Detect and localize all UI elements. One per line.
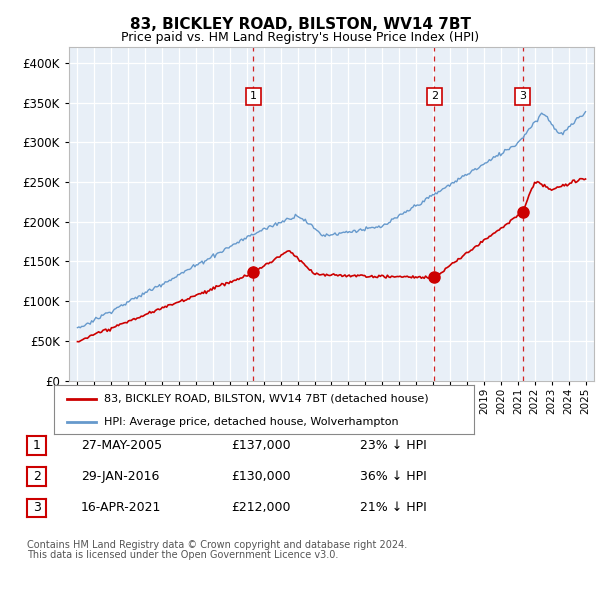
Text: 16-APR-2021: 16-APR-2021: [81, 502, 161, 514]
Text: 27-MAY-2005: 27-MAY-2005: [81, 439, 162, 452]
Text: 3: 3: [519, 91, 526, 101]
Text: HPI: Average price, detached house, Wolverhampton: HPI: Average price, detached house, Wolv…: [104, 417, 399, 427]
Text: 36% ↓ HPI: 36% ↓ HPI: [360, 470, 427, 483]
Text: 83, BICKLEY ROAD, BILSTON, WV14 7BT: 83, BICKLEY ROAD, BILSTON, WV14 7BT: [130, 17, 470, 31]
Text: 21% ↓ HPI: 21% ↓ HPI: [360, 502, 427, 514]
Text: £137,000: £137,000: [231, 439, 290, 452]
Text: 2: 2: [32, 470, 41, 483]
Text: This data is licensed under the Open Government Licence v3.0.: This data is licensed under the Open Gov…: [27, 550, 338, 560]
Text: 2: 2: [431, 91, 438, 101]
Text: 29-JAN-2016: 29-JAN-2016: [81, 470, 160, 483]
Text: £130,000: £130,000: [231, 470, 290, 483]
Text: 3: 3: [32, 502, 41, 514]
Text: Price paid vs. HM Land Registry's House Price Index (HPI): Price paid vs. HM Land Registry's House …: [121, 31, 479, 44]
Text: £212,000: £212,000: [231, 502, 290, 514]
Text: 23% ↓ HPI: 23% ↓ HPI: [360, 439, 427, 452]
Text: 1: 1: [250, 91, 257, 101]
Text: 83, BICKLEY ROAD, BILSTON, WV14 7BT (detached house): 83, BICKLEY ROAD, BILSTON, WV14 7BT (det…: [104, 394, 429, 404]
Text: Contains HM Land Registry data © Crown copyright and database right 2024.: Contains HM Land Registry data © Crown c…: [27, 540, 407, 550]
Text: 1: 1: [32, 439, 41, 452]
